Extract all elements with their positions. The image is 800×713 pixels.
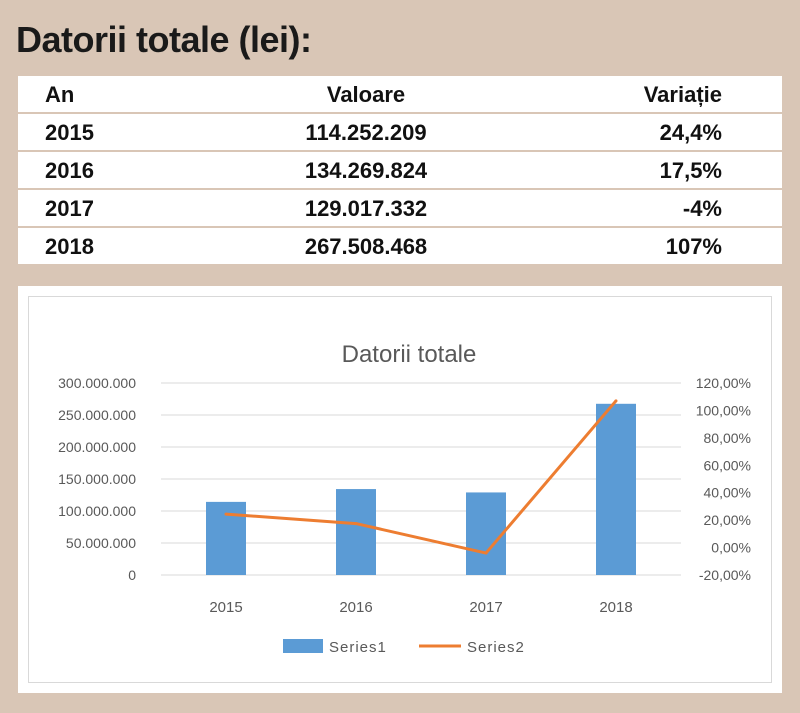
y-left-tick-label: 0 bbox=[128, 567, 136, 583]
page-title: Datorii totale (lei): bbox=[16, 19, 312, 60]
y-right-tick-label: 80,00% bbox=[704, 430, 751, 446]
point-series2 bbox=[224, 512, 228, 516]
header-year: An bbox=[45, 82, 75, 107]
cell-year: 2016 bbox=[45, 158, 94, 183]
bar-series1 bbox=[596, 403, 636, 575]
y-left-tick-label: 50.000.000 bbox=[66, 535, 136, 551]
line-series2 bbox=[225, 399, 618, 555]
bar-series1 bbox=[466, 492, 506, 575]
table-row: 2016 134.269.824 17,5% bbox=[18, 152, 782, 188]
cell-variation: 24,4% bbox=[659, 120, 722, 145]
point-series2 bbox=[354, 522, 358, 526]
bar-series1 bbox=[336, 489, 376, 575]
y-left-tick-label: 200.000.000 bbox=[58, 439, 136, 455]
cell-variation: -4% bbox=[682, 196, 722, 221]
x-tick-label: 2016 bbox=[339, 599, 372, 616]
table-row: 2015 114.252.209 24,4% bbox=[18, 114, 782, 150]
table-header-row: An Valoare Variație bbox=[18, 76, 782, 112]
y-right-tick-label: 0,00% bbox=[711, 540, 751, 556]
combo-chart: Datorii totale 0 50.000.000 100.000.000 150… bbox=[58, 341, 751, 656]
y-left-tick-label: 250.000.000 bbox=[58, 407, 136, 423]
table-row: 2018 267.508.468 107% bbox=[18, 228, 782, 264]
cell-value: 129.017.332 bbox=[304, 196, 428, 221]
chart-frame: Datorii totale 0 50.000.000 100.000.000 150… bbox=[28, 296, 772, 683]
y-right-tick-label: 20,00% bbox=[704, 512, 751, 528]
y-left-tick-label: 150.000.000 bbox=[58, 471, 136, 487]
cell-year: 2018 bbox=[45, 234, 94, 259]
cell-value: 267.508.468 bbox=[304, 234, 428, 259]
cell-variation: 107% bbox=[665, 234, 722, 259]
cell-year: 2015 bbox=[45, 120, 94, 145]
header-variation: Variație bbox=[643, 82, 722, 107]
y-right-tick-label: 40,00% bbox=[704, 485, 751, 501]
legend-label-series1: Series1 bbox=[329, 639, 387, 656]
header-value: Valoare bbox=[326, 82, 406, 107]
y-right-tick-label: 100,00% bbox=[696, 402, 751, 418]
legend-label-series2: Series2 bbox=[467, 639, 525, 656]
y-right-tick-label: 120,00% bbox=[696, 375, 751, 391]
x-tick-label: 2018 bbox=[599, 599, 632, 616]
point-series2 bbox=[614, 399, 618, 403]
point-series2 bbox=[484, 551, 488, 555]
cell-value: 134.269.824 bbox=[304, 158, 428, 183]
legend-swatch-series1 bbox=[283, 639, 323, 653]
cell-variation: 17,5% bbox=[659, 158, 722, 183]
debt-table: An Valoare Variație 2015 114.252.209 24,… bbox=[18, 76, 782, 266]
chart-panel: Datorii totale 0 50.000.000 100.000.000 150… bbox=[18, 286, 782, 693]
y-left-tick-label: 100.000.000 bbox=[58, 503, 136, 519]
x-tick-label: 2015 bbox=[209, 599, 242, 616]
chart-title: Datorii totale bbox=[342, 341, 477, 368]
x-tick-label: 2017 bbox=[469, 599, 502, 616]
y-left-tick-label: 300.000.000 bbox=[58, 375, 136, 391]
cell-value: 114.252.209 bbox=[305, 120, 427, 145]
table-row: 2017 129.017.332 -4% bbox=[18, 190, 782, 226]
y-right-tick-label: 60,00% bbox=[704, 457, 751, 473]
cell-year: 2017 bbox=[45, 196, 94, 221]
y-right-tick-label: -20,00% bbox=[699, 567, 751, 583]
